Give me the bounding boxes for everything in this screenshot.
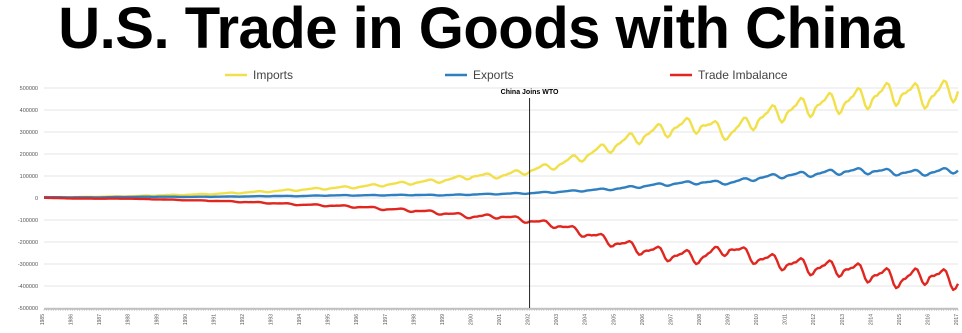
- y-tick-label: 300000: [20, 130, 38, 136]
- x-tick-label: 2015: [897, 314, 903, 325]
- x-tick-label: 1987: [97, 314, 103, 325]
- x-tick-label: 1994: [297, 314, 303, 325]
- x-tick-label: 2005: [611, 314, 617, 325]
- x-tick-label: 2012: [811, 314, 817, 325]
- y-tick-labels: 500000 400000 300000 200000 100000 0 -100000 -2…: [18, 86, 38, 312]
- legend-label-trade-imbalance: Trade Imbalance: [698, 68, 788, 82]
- x-tick-label: 1998: [411, 314, 417, 325]
- y-tick-label: -400000: [18, 284, 38, 290]
- x-tick-label: 2011: [783, 314, 789, 325]
- y-tick-label: 400000: [20, 108, 38, 114]
- x-tick-label: 2008: [697, 314, 703, 325]
- x-tick-label: 2009: [726, 314, 732, 325]
- y-tick-label: 100000: [20, 174, 38, 180]
- legend-label-imports: Imports: [253, 68, 293, 82]
- x-tick-label: 1992: [240, 314, 246, 325]
- y-tick-label: -300000: [18, 262, 38, 268]
- annotation-label: China Joins WTO: [501, 89, 559, 96]
- x-tick-label: 1988: [126, 314, 132, 325]
- legend-label-exports: Exports: [473, 68, 514, 82]
- legend: Imports Exports Trade Imbalance: [225, 68, 788, 82]
- x-tick-label: 2007: [668, 314, 674, 325]
- y-tick-label: -100000: [18, 218, 38, 224]
- y-tick-label: -200000: [18, 240, 38, 246]
- series-line-imports: [43, 79, 960, 199]
- x-tick-label: 2013: [840, 314, 846, 325]
- x-tick-label: 1997: [383, 314, 389, 325]
- x-tick-label: 2014: [868, 314, 874, 325]
- x-tick-label: 2001: [497, 314, 503, 325]
- x-tick-label: 1993: [269, 314, 275, 325]
- series-line-exports: [43, 167, 959, 199]
- x-tick-label: 1985: [40, 314, 46, 325]
- x-tick-label: 1996: [354, 314, 360, 325]
- x-tick-label: 2004: [583, 314, 589, 325]
- x-tick-label: 2003: [554, 314, 560, 325]
- annotation: China Joins WTO: [501, 89, 559, 308]
- series-line-trade-imbalance: [44, 196, 960, 292]
- x-tick-label: 1995: [326, 314, 332, 325]
- chart-title: U.S. Trade in Goods with China: [58, 0, 904, 61]
- grid-layer: [43, 87, 959, 311]
- y-tick-label: -500000: [18, 306, 38, 312]
- y-tick-label: 500000: [20, 86, 38, 92]
- x-tick-label: 2000: [468, 314, 474, 325]
- x-tick-label: 2016: [925, 314, 931, 325]
- x-tick-label: 2010: [754, 314, 760, 325]
- x-tick-label: 1989: [154, 314, 160, 325]
- x-tick-labels: 1985 1986 1987 1988 1989 1990 1991 1992 1993 1994…: [40, 314, 960, 325]
- y-tick-label: 200000: [20, 152, 38, 158]
- y-tick-label: 0: [35, 196, 38, 202]
- x-tick-label: 2006: [640, 314, 646, 325]
- x-tick-label: 2002: [526, 314, 532, 325]
- x-tick-label: 1990: [183, 314, 189, 325]
- series-lines: [43, 79, 960, 292]
- x-tick-label: 1986: [69, 314, 75, 325]
- x-tick-label: 2017: [954, 314, 960, 325]
- x-tick-label: 1999: [440, 314, 446, 325]
- x-tick-label: 1991: [211, 314, 217, 325]
